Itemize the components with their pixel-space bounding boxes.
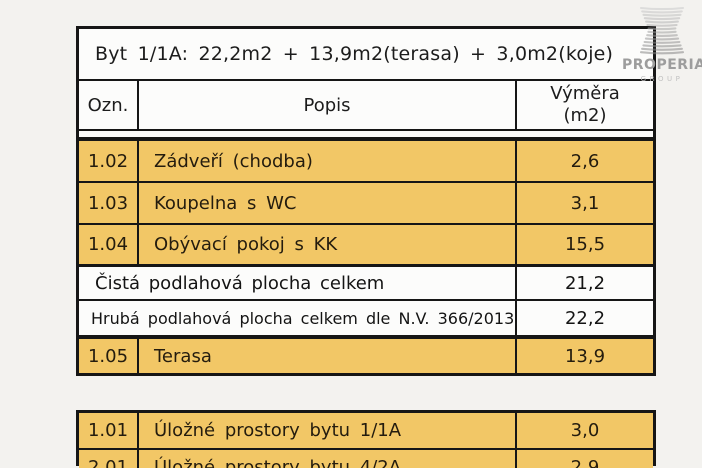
table-row: 2.01 Úložné prostory bytu 4/2A 2,9 <box>79 450 653 468</box>
header-area-line2: (m2) <box>563 105 607 126</box>
table-row: 1.04 Obývací pokoj s KK 15,5 <box>79 225 653 267</box>
apartment-area-table: Byt 1/1A: 22,2m2 + 13,9m2(terasa) + 3,0m… <box>76 26 656 376</box>
cell-area: 3,1 <box>515 183 653 223</box>
summary-row: Hrubá podlahová plocha celkem dle N.V. 3… <box>79 301 653 339</box>
cell-code: 1.04 <box>79 225 139 264</box>
table-row: 1.05 Terasa 13,9 <box>79 339 653 373</box>
header-area-line1: Výměra <box>550 83 620 105</box>
cell-description: Hrubá podlahová plocha celkem dle N.V. 3… <box>91 308 515 328</box>
table-row: 1.03 Koupelna s WC 3,1 <box>79 183 653 225</box>
header-description: Popis <box>303 94 351 116</box>
cell-description: Koupelna s WC <box>154 192 297 214</box>
cell-area: 15,5 <box>515 225 653 264</box>
cell-code: 1.01 <box>79 413 139 448</box>
cell-area: 21,2 <box>515 267 653 299</box>
cell-code: 1.05 <box>79 339 139 373</box>
cell-description: Úložné prostory bytu 4/2A <box>154 457 402 468</box>
cell-description: Obývací pokoj s KK <box>154 234 338 255</box>
table-header-row: Ozn. Popis Výměra (m2) <box>79 81 653 131</box>
storage-area-table: 1.01 Úložné prostory bytu 1/1A 3,0 2.01 … <box>76 410 656 468</box>
cell-description: Čistá podlahová plocha celkem <box>95 272 385 294</box>
cell-area: 3,0 <box>515 413 653 448</box>
cell-area: 2,9 <box>515 450 653 468</box>
cell-description: Terasa <box>154 345 212 367</box>
cell-area: 13,9 <box>515 339 653 373</box>
table-row: 1.01 Úložné prostory bytu 1/1A 3,0 <box>79 413 653 450</box>
cell-description: Úložné prostory bytu 1/1A <box>154 420 402 441</box>
header-code: Ozn. <box>79 81 139 129</box>
cell-area: 22,2 <box>515 301 653 335</box>
cell-code: 1.02 <box>79 141 139 181</box>
header-area: Výměra (m2) <box>515 81 653 129</box>
summary-row: Čistá podlahová plocha celkem 21,2 <box>79 267 653 301</box>
cell-description: Zádveří (chodba) <box>154 150 313 172</box>
header-separator <box>79 131 653 141</box>
cell-code: 1.03 <box>79 183 139 223</box>
table-title: Byt 1/1A: 22,2m2 + 13,9m2(terasa) + 3,0m… <box>79 29 653 81</box>
cell-area: 2,6 <box>515 141 653 181</box>
cell-code: 2.01 <box>79 450 139 468</box>
table-row: 1.02 Zádveří (chodba) 2,6 <box>79 141 653 183</box>
